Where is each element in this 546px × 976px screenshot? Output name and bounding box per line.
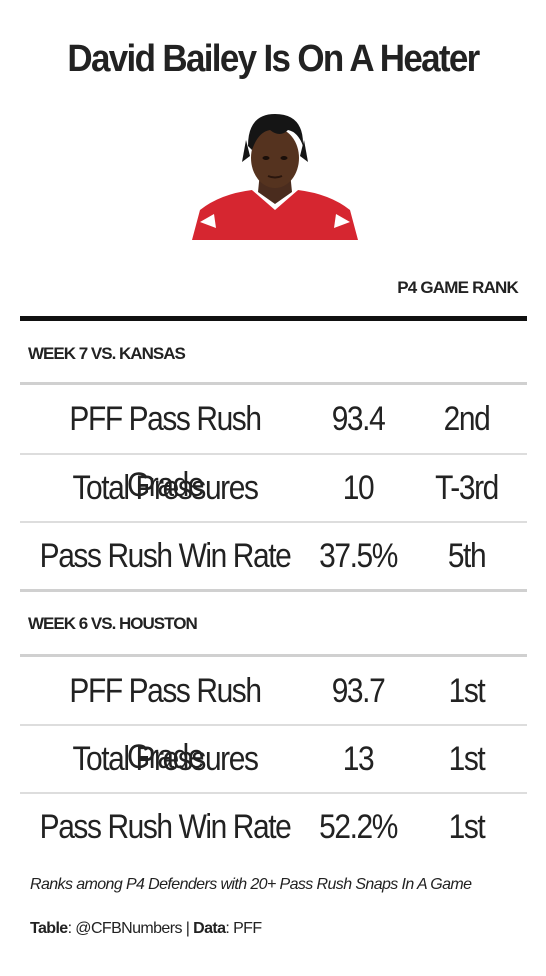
footnote: Ranks among P4 Defenders with 20+ Pass R… [30,876,472,893]
stat-name: PFF Pass Rush Grade [69,400,262,504]
stat-name: Pass Rush Win Rate [39,537,292,575]
stat-value: 10 [342,469,375,507]
stat-rank: 1st [448,672,486,710]
stat-value: 93.4 [331,400,386,438]
stat-value: 13 [342,740,375,778]
stat-name: Pass Rush Win Rate [39,808,292,846]
stat-rank: T-3rd [435,469,499,507]
row-divider [20,521,527,523]
table-row: Pass Rush Win Rate 52.2% 1st [20,794,527,860]
stat-rank: 5th [447,537,487,575]
stat-value: 93.7 [331,672,386,710]
header-rule [20,316,527,321]
stat-name: Total Pressures [72,469,258,507]
row-divider [20,724,527,726]
row-divider [20,453,527,455]
section-rule [20,654,527,657]
table-row: Total Pressures 10 T-3rd [20,455,527,521]
row-divider [20,792,527,794]
stat-value: 37.5% [319,537,398,575]
table-row: PFF Pass Rush Grade 93.4 2nd [20,386,527,504]
stat-name: Total Pressures [72,740,258,778]
section-rule [20,589,527,592]
chart-title: David Bailey Is On A Heater [67,38,480,80]
table-row: Pass Rush Win Rate 37.5% 5th [20,523,527,589]
column-header-p4-game-rank: P4 GAME RANK [397,278,519,297]
stat-rank: 1st [448,740,486,778]
credit-data-value: : PFF [225,920,262,937]
section-rule [20,382,527,385]
section-label-week-6: WEEK 6 VS. HOUSTON [28,614,198,633]
source-credit: Table: @CFBNumbers | Data: PFF [30,920,262,938]
stat-value: 52.2% [319,808,398,846]
stat-rank: 2nd [443,400,491,438]
credit-table-label: Table [30,920,68,937]
table-row: Total Pressures 13 1st [20,726,527,792]
stat-rank: 1st [448,808,486,846]
section-label-week-7: WEEK 7 VS. KANSAS [28,344,186,363]
player-headshot [192,114,358,240]
stat-name: PFF Pass Rush Grade [69,672,262,776]
credit-data-label: Data [193,920,226,937]
table-row: PFF Pass Rush Grade 93.7 1st [20,658,527,776]
credit-table-value: : @CFBNumbers | [67,920,194,937]
